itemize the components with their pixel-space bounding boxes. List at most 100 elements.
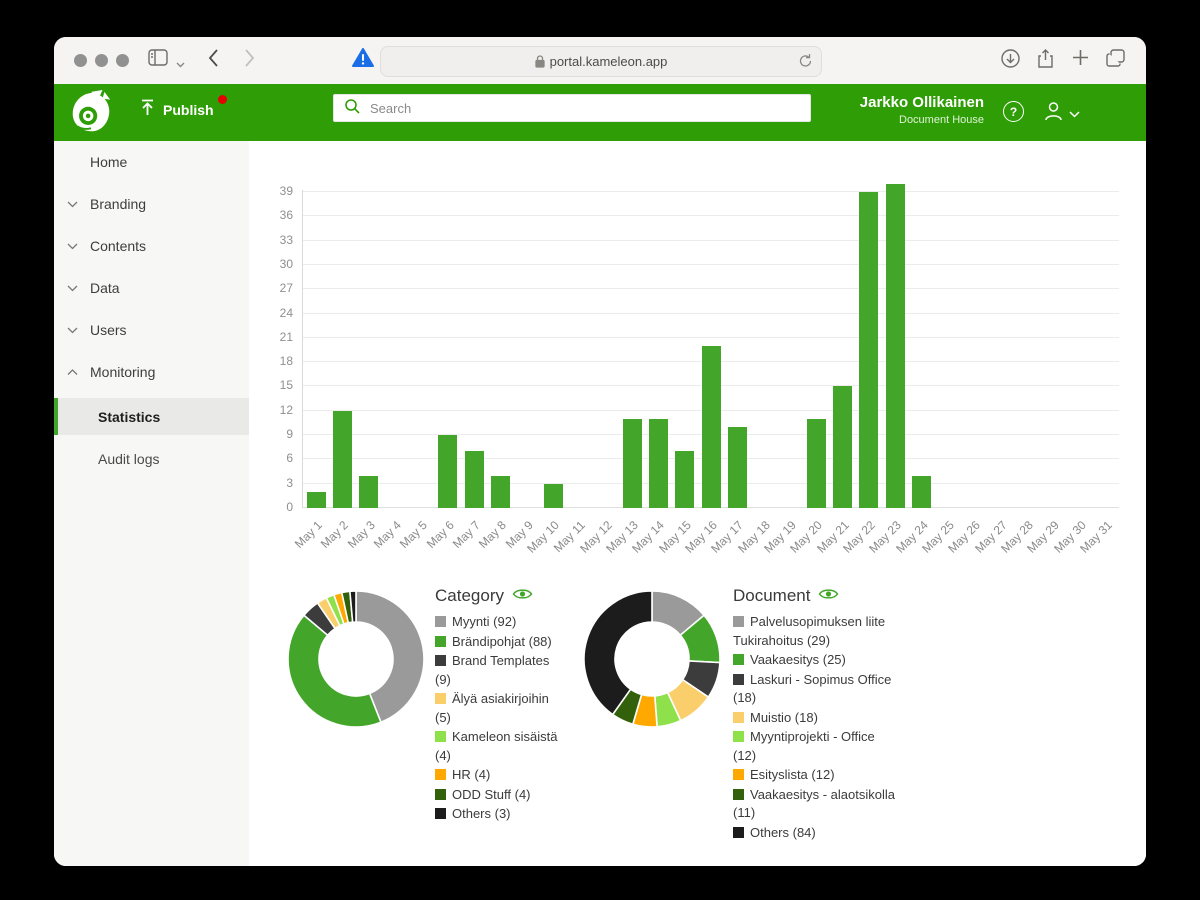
sidebar-item-contents[interactable]: Contents <box>54 225 249 267</box>
legend-swatch <box>435 788 446 800</box>
sidebar-item-branding[interactable]: Branding <box>54 183 249 225</box>
legend-item[interactable]: Others (3) <box>435 805 567 824</box>
bar-may-20[interactable] <box>806 418 826 508</box>
document-legend: Document Palvelusopimuksen liite Tukirah… <box>733 586 897 843</box>
chevron-up-icon <box>54 368 90 376</box>
publish-button[interactable]: Publish <box>140 95 227 121</box>
chevron-down-icon <box>1069 105 1080 123</box>
legend-label: ODD Stuff (4) <box>452 786 531 802</box>
legend-label: Muistio (18) <box>750 709 818 725</box>
sidebar-toggle-icon[interactable] <box>148 49 168 71</box>
bar-may-1[interactable] <box>306 491 326 508</box>
legend-item[interactable]: Myyntiprojekti - Office (12) <box>733 728 897 765</box>
legend-swatch <box>733 826 744 838</box>
bar-plot <box>302 183 1119 508</box>
legend-item[interactable]: Palvelusopimuksen liite Tukirahoitus (29… <box>733 613 897 650</box>
bar-may-24[interactable] <box>912 475 932 508</box>
legend-label: Others (84) <box>750 824 816 840</box>
account-menu[interactable] <box>1044 101 1080 126</box>
browser-window: portal.kameleon.app <box>54 37 1146 866</box>
legend-swatch <box>733 788 744 800</box>
gridline <box>303 239 1119 241</box>
sidebar-item-monitoring[interactable]: Monitoring <box>54 351 249 393</box>
reload-icon[interactable] <box>798 53 813 72</box>
bar-may-15[interactable] <box>675 451 695 508</box>
legend-item[interactable]: ODD Stuff (4) <box>435 786 567 805</box>
user-block[interactable]: Jarkko Ollikainen Document House <box>860 93 984 127</box>
eye-icon[interactable] <box>512 586 533 606</box>
search-box[interactable] <box>333 94 811 122</box>
bar-may-6[interactable] <box>438 435 458 508</box>
legend-item[interactable]: Vaakaesitys (25) <box>733 651 897 670</box>
forward-button-icon[interactable] <box>244 49 255 72</box>
share-icon[interactable] <box>1037 49 1054 74</box>
window-zoom-button[interactable] <box>116 54 129 67</box>
legend-item[interactable]: Laskuri - Sopimus Office (18) <box>733 671 897 708</box>
gridline <box>303 215 1119 217</box>
privacy-warning-icon[interactable] <box>352 48 374 73</box>
window-minimize-button[interactable] <box>95 54 108 67</box>
legend-label: Brändipohjat (88) <box>452 633 552 649</box>
legend-item[interactable]: HR (4) <box>435 766 567 785</box>
legend-label: HR (4) <box>452 767 491 782</box>
bar-may-17[interactable] <box>727 426 747 508</box>
publish-label: Publish <box>163 102 214 118</box>
legend-item[interactable]: Älyä asiakirjoihin (5) <box>435 690 567 727</box>
legend-label: Laskuri - Sopimus Office (18) <box>733 671 892 706</box>
legend-swatch <box>733 731 744 742</box>
donut-slice-others[interactable] <box>349 590 357 624</box>
legend-swatch <box>435 693 446 704</box>
bar-may-16[interactable] <box>701 345 721 508</box>
legend-item[interactable]: Brand Templates (9) <box>435 652 567 689</box>
bar-may-7[interactable] <box>464 451 484 508</box>
donut-slice-myynti[interactable] <box>355 590 425 724</box>
bar-may-22[interactable] <box>859 192 879 508</box>
bar-may-14[interactable] <box>648 418 668 508</box>
y-axis-tick: 30 <box>279 256 293 271</box>
bar-may-10[interactable] <box>543 483 563 508</box>
sidebar-item-audit-logs[interactable]: Audit logs <box>98 451 160 467</box>
legend-item[interactable]: Vaakaesitys - alaotsikolla (11) <box>733 786 897 823</box>
bar-may-3[interactable] <box>359 475 379 508</box>
sidebar-item-statistics[interactable]: Statistics <box>54 398 249 435</box>
legend-item[interactable]: Kameleon sisäistä (4) <box>435 728 567 765</box>
downloads-icon[interactable] <box>1001 49 1020 73</box>
gridline <box>303 336 1119 338</box>
kameleon-logo[interactable] <box>68 90 114 136</box>
help-icon[interactable]: ? <box>1003 101 1024 122</box>
back-button-icon[interactable] <box>208 49 219 72</box>
sidebar-item-users[interactable]: Users <box>54 309 249 351</box>
bar-may-21[interactable] <box>833 386 853 508</box>
sidebar-item-home[interactable]: Home <box>90 154 128 170</box>
legend-label: Brand Templates (9) <box>435 653 550 687</box>
legend-item[interactable]: Brändipohjat (88) <box>435 633 567 652</box>
legend-label: Esityslista (12) <box>750 767 835 782</box>
tab-overview-icon[interactable] <box>1106 49 1125 72</box>
y-axis-tick: 9 <box>286 427 293 442</box>
address-bar[interactable]: portal.kameleon.app <box>380 46 822 77</box>
chevron-down-icon <box>54 243 90 250</box>
document-donut-chart <box>583 590 721 728</box>
gridline <box>303 191 1119 192</box>
bar-may-8[interactable] <box>490 475 510 508</box>
y-axis-tick: 6 <box>286 451 293 466</box>
legend-item[interactable]: Esityslista (12) <box>733 766 897 785</box>
donut-slice-others[interactable] <box>583 590 653 716</box>
legend-swatch <box>435 769 446 780</box>
legend-item[interactable]: Muistio (18) <box>733 709 897 728</box>
search-input[interactable] <box>368 99 772 117</box>
donut-slice-br-ndipohjat[interactable] <box>287 614 382 728</box>
bar-may-13[interactable] <box>622 418 642 508</box>
eye-icon[interactable] <box>818 586 839 606</box>
window-close-button[interactable] <box>74 54 87 67</box>
legend-swatch <box>733 769 744 780</box>
bar-may-23[interactable] <box>885 183 905 508</box>
sidebar-menu-chevron-icon[interactable] <box>176 55 185 73</box>
legend-item[interactable]: Myynti (92) <box>435 613 567 632</box>
bar-may-2[interactable] <box>332 410 352 508</box>
legend-item[interactable]: Others (84) <box>733 824 897 843</box>
new-tab-icon[interactable] <box>1072 49 1089 71</box>
sidebar-item-data[interactable]: Data <box>54 267 249 309</box>
legend-swatch <box>435 655 446 666</box>
